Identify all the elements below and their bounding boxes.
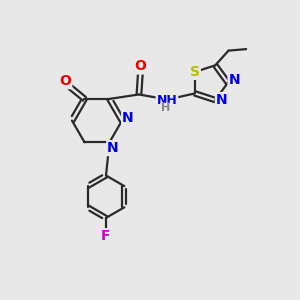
Text: N: N: [229, 73, 240, 87]
Text: N: N: [122, 111, 134, 124]
Text: O: O: [59, 74, 71, 88]
Text: H: H: [161, 103, 170, 113]
Text: S: S: [190, 65, 200, 79]
Text: F: F: [101, 229, 111, 243]
Text: NH: NH: [157, 94, 177, 107]
Text: O: O: [134, 59, 146, 74]
Text: N: N: [107, 141, 119, 155]
Text: N: N: [216, 93, 228, 107]
